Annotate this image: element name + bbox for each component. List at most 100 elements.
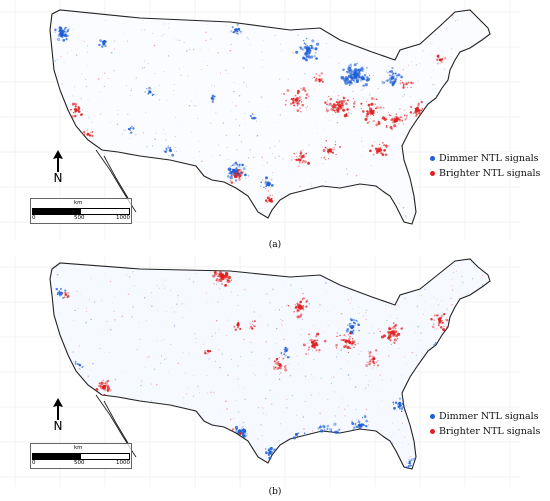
signal-dot: [347, 308, 348, 310]
signal-dot: [298, 364, 299, 365]
signal-dot: [363, 69, 365, 71]
signal-dot: [266, 293, 268, 295]
signal-dot: [155, 130, 157, 132]
signal-dot: [78, 368, 81, 370]
signal-dot: [150, 88, 152, 90]
signal-dot: [307, 342, 309, 344]
signal-dot: [192, 48, 195, 51]
signal-dot: [292, 101, 296, 104]
signal-dot: [225, 400, 227, 403]
signal-dot: [301, 306, 304, 310]
signal-dot: [177, 294, 179, 297]
signal-dot: [113, 310, 115, 312]
signal-dot: [299, 99, 301, 102]
signal-dot: [56, 319, 57, 321]
signal-dot: [128, 132, 130, 134]
signal-dot: [421, 108, 424, 110]
signal-dot: [324, 158, 327, 161]
signal-dot: [358, 422, 361, 424]
signal-dot: [311, 341, 313, 344]
signal-dot: [215, 279, 218, 281]
signal-dot: [177, 362, 179, 364]
signal-dot: [315, 57, 318, 60]
signal-dot: [338, 62, 340, 64]
signal-dot: [365, 425, 368, 428]
signal-dot: [408, 462, 412, 465]
signal-dot: [218, 287, 221, 290]
signal-dot: [304, 375, 307, 377]
signal-dot: [383, 148, 386, 152]
signal-dot: [59, 27, 63, 30]
signal-dot: [435, 58, 439, 61]
signal-dot: [439, 320, 442, 322]
signal-dot: [350, 297, 353, 300]
signal-dot: [324, 156, 326, 158]
signal-dot: [262, 164, 264, 166]
signal-dot: [58, 290, 61, 293]
signal-dot: [237, 304, 239, 306]
signal-dot: [417, 103, 420, 106]
signal-dot: [406, 363, 407, 364]
signal-dot: [397, 402, 401, 405]
signal-dot: [405, 83, 408, 85]
signal-dot: [258, 315, 260, 317]
signal-dot: [361, 105, 363, 107]
signal-dot: [396, 117, 400, 121]
signal-dot: [269, 198, 272, 201]
signal-dot: [60, 32, 64, 37]
signal-dot: [295, 98, 297, 101]
signal-dot: [129, 127, 132, 130]
signal-dot: [270, 403, 273, 405]
signal-dot: [244, 432, 247, 435]
signal-dot: [194, 94, 196, 96]
signal-dot: [75, 363, 77, 366]
signal-dot: [363, 74, 367, 77]
signal-dot: [244, 324, 246, 326]
signal-dot: [260, 96, 263, 98]
signal-dot: [391, 77, 395, 80]
signal-dot: [301, 162, 303, 164]
signal-dot: [325, 181, 327, 182]
signal-dot: [237, 326, 239, 329]
signal-dot: [342, 104, 345, 107]
signal-dot: [169, 51, 171, 52]
signal-dot: [164, 358, 166, 360]
signal-dot: [232, 163, 236, 167]
signal-dot: [90, 133, 93, 136]
signal-dot: [239, 356, 241, 358]
signal-dot: [298, 154, 302, 158]
signal-dot: [400, 144, 403, 146]
signal-dot: [419, 98, 421, 101]
signal-dot: [384, 153, 388, 156]
signal-dot: [90, 318, 92, 321]
signal-dot: [263, 407, 265, 409]
signal-dot: [279, 114, 281, 116]
signal-dot: [347, 351, 349, 354]
signal-dot: [334, 111, 337, 114]
signal-dot: [357, 342, 359, 345]
signal-dot: [399, 108, 401, 110]
signal-dot: [302, 55, 305, 57]
signal-dot: [141, 67, 144, 69]
signal-dot: [304, 153, 306, 155]
signal-dot: [56, 58, 58, 61]
signal-dot: [401, 119, 404, 122]
signal-dot: [99, 39, 102, 42]
signal-dot: [159, 362, 162, 364]
signal-dot: [360, 108, 363, 110]
signal-dot: [391, 74, 394, 78]
signal-dot: [389, 316, 391, 317]
signal-dot: [345, 102, 348, 106]
signal-dot: [237, 324, 239, 326]
signal-dot: [272, 288, 274, 290]
signal-dot: [441, 50, 443, 53]
signal-dot: [441, 313, 443, 315]
signal-dot: [342, 339, 344, 342]
signal-dot: [414, 110, 418, 114]
signal-dot: [307, 348, 310, 351]
signal-dot: [339, 107, 342, 110]
signal-dot: [150, 291, 153, 294]
signal-dot: [155, 36, 157, 38]
signal-dot: [283, 92, 286, 96]
signal-dot: [399, 306, 401, 308]
